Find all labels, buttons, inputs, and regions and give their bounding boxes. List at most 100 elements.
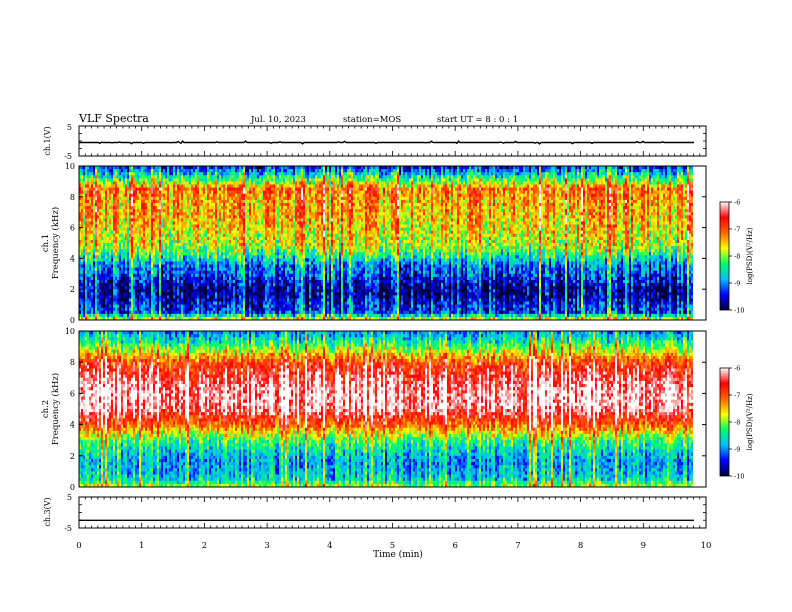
spectrogram-cell <box>223 209 226 213</box>
spectrogram-cell <box>233 310 236 315</box>
spectrogram-cell <box>253 227 256 232</box>
spectrogram-cell <box>175 230 178 235</box>
spectrogram-cell <box>255 227 258 232</box>
spectrogram-cell <box>217 196 220 201</box>
spectrogram-cell <box>163 190 166 195</box>
spectrogram-cell <box>89 307 92 312</box>
spectrogram-cell <box>99 178 102 182</box>
spectrogram-cell <box>229 261 232 265</box>
spectrogram-cell <box>175 264 178 269</box>
spectrogram-cell <box>175 252 178 256</box>
spectrogram-cell <box>161 243 164 247</box>
spectrogram-cell <box>139 199 142 204</box>
spectrogram-cell <box>97 224 100 228</box>
spectrogram-cell <box>135 304 138 309</box>
spectrogram-cell <box>155 304 158 309</box>
spectrogram-cell <box>111 218 114 222</box>
spectrogram-cell <box>245 295 248 299</box>
spectrogram-cell <box>157 190 160 195</box>
spectrogram-cell <box>99 313 102 318</box>
spectrogram-cell <box>81 181 84 185</box>
spectrogram-cell <box>121 233 124 238</box>
spectrogram-cell <box>97 187 100 192</box>
spectrogram-cell <box>199 190 202 195</box>
spectrogram-cell <box>257 227 260 232</box>
spectrogram-cell <box>105 289 108 293</box>
spectrogram-cell <box>235 199 238 204</box>
spectrogram-cell <box>99 166 102 170</box>
spectrogram-cell <box>249 196 252 201</box>
spectrogram-cell <box>147 246 150 250</box>
spectrogram-cell <box>225 184 228 188</box>
spectrogram-cell <box>245 292 248 296</box>
spectrogram-cell <box>171 227 174 232</box>
spectrogram-cell <box>233 187 236 192</box>
spectrogram-cell <box>93 261 96 265</box>
spectrogram-cell <box>179 209 182 213</box>
spectrogram-cell <box>131 310 134 315</box>
spectrogram-cell <box>251 295 254 299</box>
spectrogram-cell <box>107 212 110 216</box>
spectrogram-cell <box>185 258 188 262</box>
spectrogram-cell <box>175 261 178 265</box>
spectrogram-cell <box>255 218 258 222</box>
spectrogram-cell <box>263 172 266 176</box>
spectrogram-cell <box>171 181 174 185</box>
spectrogram-cell <box>189 209 192 213</box>
spectrogram-cell <box>189 230 192 235</box>
spectrogram-cell <box>201 276 204 281</box>
spectrogram-cell <box>143 301 146 305</box>
spectrogram-cell <box>153 233 156 238</box>
spectrogram-cell <box>103 252 106 256</box>
spectrogram-cell <box>193 212 196 216</box>
spectrogram-cell <box>139 181 142 185</box>
spectrogram-cell <box>229 175 232 179</box>
spectrogram-cell <box>81 270 84 275</box>
spectrogram-cell <box>105 169 108 173</box>
spectrogram-cell <box>203 233 206 238</box>
spectrogram-cell <box>189 166 192 170</box>
spectrogram-cell <box>127 199 130 204</box>
spectrogram-cell <box>147 310 150 315</box>
spectrogram-cell <box>237 316 240 320</box>
spectrogram-cell <box>125 264 128 269</box>
spectrogram-cell <box>145 236 148 241</box>
spectrogram-cell <box>245 289 248 293</box>
spectrogram-cell <box>165 175 168 179</box>
spectrogram-cell <box>221 289 224 293</box>
spectrogram-cell <box>175 310 178 315</box>
spectrogram-cell <box>165 215 168 219</box>
spectrogram-cell <box>157 196 160 201</box>
spectrogram-cell <box>223 304 226 309</box>
spectrogram-cell <box>83 289 86 293</box>
spectrogram-cell <box>85 218 88 222</box>
spectrogram-cell <box>213 273 216 278</box>
spectrogram-cell <box>203 261 206 265</box>
spectrogram-cell <box>263 292 266 296</box>
spectrogram-cell <box>185 199 188 204</box>
spectrogram-cell <box>199 286 202 290</box>
spectrogram-cell <box>89 264 92 269</box>
spectrogram-cell <box>219 184 222 188</box>
spectrogram-cell <box>219 255 222 259</box>
spectrogram-cell <box>109 264 112 269</box>
spectrogram-cell <box>179 233 182 238</box>
spectrogram-cell <box>131 307 134 312</box>
spectrogram-cell <box>155 313 158 318</box>
spectrogram-cell <box>197 169 200 173</box>
spectrogram-cell <box>123 283 126 287</box>
spectrogram-cell <box>137 212 140 216</box>
spectrogram-cell <box>253 230 256 235</box>
spectrogram-cell <box>139 276 142 281</box>
spectrogram-cell <box>117 212 120 216</box>
spectrogram-cell <box>209 199 212 204</box>
spectrogram-cell <box>109 196 112 201</box>
spectrogram-cell <box>165 209 168 213</box>
spectrogram-cell <box>253 218 256 222</box>
spectrogram-cell <box>105 301 108 305</box>
spectrogram-cell <box>119 175 122 179</box>
spectrogram-cell <box>197 264 200 269</box>
spectrogram-cell <box>149 310 152 315</box>
spectrogram-cell <box>105 224 108 228</box>
spectrogram-cell <box>95 172 98 176</box>
